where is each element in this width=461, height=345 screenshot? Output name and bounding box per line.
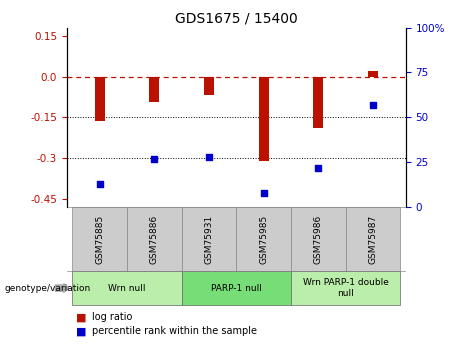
Text: PARP-1 null: PARP-1 null — [211, 284, 262, 293]
Bar — [182, 207, 236, 271]
Text: ■: ■ — [76, 313, 87, 322]
Point — [369, 102, 377, 108]
Text: ■: ■ — [76, 326, 87, 336]
Bar — [149, 77, 159, 101]
Text: Wrn null: Wrn null — [108, 284, 146, 293]
Text: percentile rank within the sample: percentile rank within the sample — [92, 326, 257, 336]
Bar — [346, 207, 400, 271]
Text: GSM75931: GSM75931 — [204, 214, 213, 264]
Text: Wrn PARP-1 double
null: Wrn PARP-1 double null — [302, 278, 389, 298]
Text: GSM75886: GSM75886 — [150, 214, 159, 264]
Bar — [204, 77, 214, 95]
Text: GSM75987: GSM75987 — [368, 214, 378, 264]
Text: GSM75885: GSM75885 — [95, 214, 104, 264]
Bar — [127, 207, 182, 271]
Point — [260, 190, 267, 195]
Text: genotype/variation: genotype/variation — [5, 284, 91, 293]
Point — [205, 154, 213, 159]
Text: GSM75986: GSM75986 — [314, 214, 323, 264]
Bar — [368, 70, 378, 77]
Text: log ratio: log ratio — [92, 313, 133, 322]
Point — [314, 165, 322, 170]
Bar — [291, 271, 400, 305]
Bar — [95, 77, 105, 120]
Bar — [236, 207, 291, 271]
Point — [96, 181, 103, 186]
Bar — [313, 77, 323, 128]
Bar — [72, 271, 182, 305]
Point — [151, 156, 158, 161]
Bar — [259, 77, 268, 161]
Title: GDS1675 / 15400: GDS1675 / 15400 — [175, 11, 298, 25]
Text: GSM75985: GSM75985 — [259, 214, 268, 264]
Bar — [182, 271, 291, 305]
Bar — [72, 207, 127, 271]
Bar — [291, 207, 346, 271]
